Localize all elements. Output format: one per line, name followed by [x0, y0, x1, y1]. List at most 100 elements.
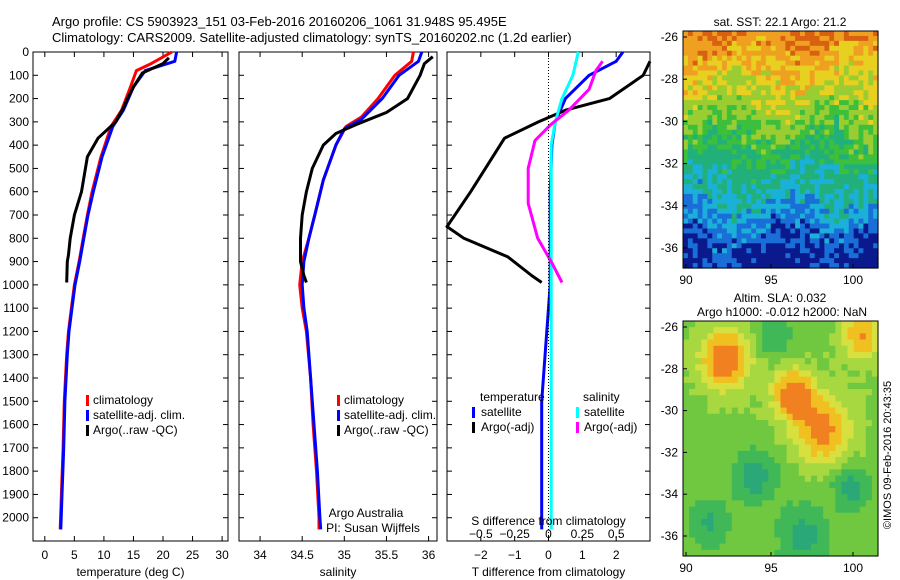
sst-map-cell: [775, 40, 782, 47]
sst-map-cell: [756, 174, 762, 180]
sla-map-cell: [768, 345, 775, 353]
sla-map-cell: [707, 506, 715, 514]
sst-map-cell: [765, 189, 772, 195]
sst-map-cell: [761, 174, 767, 180]
sla-map-cell: [817, 370, 824, 378]
sla-map-cell: [841, 494, 849, 501]
sla-map-cell: [829, 444, 836, 452]
sst-map-cell: [687, 154, 694, 160]
sst-map-cell: [702, 184, 708, 190]
salinity-legend-label: Argo(-adj): [584, 420, 637, 434]
sst-map-cell: [800, 159, 806, 165]
sst-map-cell: [722, 100, 728, 106]
sla-map-cell: [865, 512, 873, 520]
sst-map-cell: [687, 134, 694, 141]
sst-map-cell: [687, 228, 694, 235]
sla-map-cell: [701, 389, 708, 396]
sla-map-cell: [835, 364, 843, 372]
sla-map-cell: [871, 413, 879, 421]
sst-map-cell: [848, 139, 855, 146]
sst-map-cell: [697, 35, 704, 42]
sst-map-cell: [829, 134, 835, 141]
sla-map-cell: [762, 549, 769, 557]
sla-map-cell: [859, 351, 867, 359]
sst-map-cell: [731, 95, 738, 101]
sst-map-cell: [863, 119, 869, 126]
sla-map-cell: [774, 351, 782, 359]
sst-map-cell: [731, 208, 738, 215]
sst-map-cell: [800, 164, 806, 170]
sst-map-cell: [717, 253, 723, 259]
sst-map-cell: [804, 189, 811, 195]
sst-map-cell: [863, 253, 869, 259]
sla-map-cell: [707, 345, 715, 353]
sst-map-cell: [795, 35, 801, 42]
depth-tick-label: 0: [22, 45, 29, 59]
sst-map-cell: [770, 258, 777, 264]
sst-map-cell: [848, 50, 855, 57]
sla-map-cell: [707, 351, 715, 359]
sst-map-cell: [839, 105, 845, 111]
sla-map-cell: [792, 475, 800, 483]
sst-map-cell: [722, 179, 728, 185]
sla-map-cell: [835, 407, 843, 415]
sla-map-cell: [817, 339, 824, 347]
sst-map-cell: [834, 144, 840, 151]
sla-map-cell: [853, 512, 861, 520]
sla-map-cell: [713, 525, 721, 532]
sst-map-cell: [804, 218, 811, 225]
sla-map-cell: [792, 531, 800, 539]
sst-map-cell: [692, 85, 699, 91]
sla-map-cell: [713, 407, 721, 415]
sst-map-cell: [726, 129, 733, 136]
sla-map-cell: [829, 506, 836, 514]
sst-map-cell: [873, 208, 879, 215]
sst-map-cell: [780, 198, 786, 205]
sst-map-cell: [824, 164, 830, 170]
sst-map-cell: [780, 174, 786, 180]
sst-map-cell: [809, 208, 816, 215]
sst-map-cell: [751, 169, 757, 175]
sla-map-cell: [841, 444, 849, 452]
sst-map-cell: [717, 45, 723, 52]
sst-map-cell: [790, 129, 796, 136]
sla-map-cell: [829, 351, 836, 359]
sst-map-cell: [692, 110, 699, 116]
sst-map-cell: [692, 149, 699, 156]
sst-map-cell: [873, 238, 879, 244]
sst-map-cell: [839, 124, 845, 131]
sst-map-cell: [775, 164, 782, 170]
sla-map-cell: [713, 339, 721, 347]
sla-map-cell: [731, 407, 739, 415]
sst-map-cell: [873, 50, 879, 57]
sla-map-cell: [756, 413, 763, 421]
sst-map-cell: [765, 31, 772, 37]
sla-map-cell: [810, 438, 818, 446]
sla-map-cell: [865, 543, 873, 551]
sst-map-cell: [780, 90, 786, 96]
sla-map-cell: [695, 537, 702, 545]
sla-map-cell: [871, 321, 879, 328]
sst-map-cell: [839, 174, 845, 180]
sst-map-cell: [795, 228, 801, 235]
sst-map-cell: [697, 174, 704, 180]
salinity-diff-tick-label: −0.5: [469, 527, 493, 541]
sla-map-cell: [804, 407, 812, 415]
sst-map-cell: [800, 75, 806, 81]
sst-map-cell: [707, 233, 713, 239]
depth-tick-label: 1400: [2, 371, 29, 385]
sst-map-cell: [731, 174, 738, 180]
sst-map-cell: [868, 31, 874, 37]
sla-map-cell: [768, 494, 775, 501]
sst-map-cell: [683, 85, 689, 91]
sla-map-cell: [725, 525, 733, 532]
sla-map-cell: [798, 549, 806, 557]
sla-map-cell: [859, 549, 867, 557]
sst-map-cell: [848, 169, 855, 175]
sst-map-cell: [770, 263, 777, 269]
sst-map-cell: [814, 124, 821, 131]
sla-map-cell: [756, 321, 763, 328]
sla-map-cell: [701, 376, 708, 384]
sla-map-cell: [853, 401, 861, 409]
sst-map-cell: [746, 40, 752, 47]
